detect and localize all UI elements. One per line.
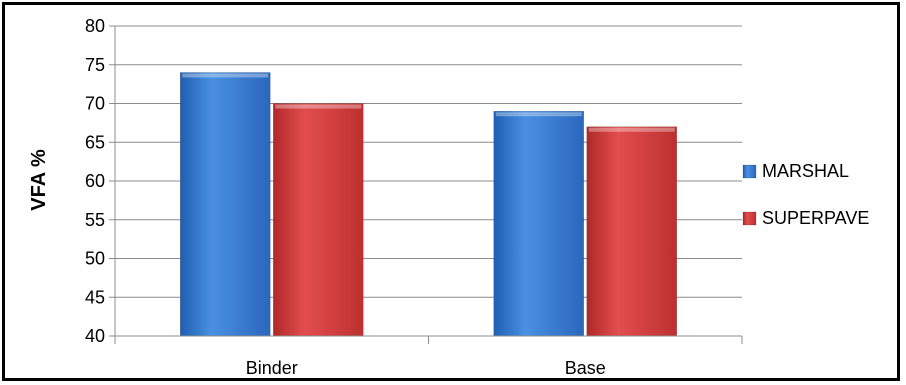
legend-label-superpave: SUPERPAVE: [762, 208, 869, 228]
y-axis-label: VFA %: [28, 149, 50, 211]
y-tick-label-65: 65: [85, 132, 105, 152]
y-tick-label-55: 55: [85, 210, 105, 230]
bar-highlight-marshal-base: [495, 112, 582, 117]
y-tick-label-80: 80: [85, 16, 105, 36]
y-tick-label-70: 70: [85, 94, 105, 114]
bar-marshal-binder: [180, 72, 271, 337]
y-tick-label-60: 60: [85, 171, 105, 191]
y-tick-label-50: 50: [85, 249, 105, 269]
bar-highlight-marshal-binder: [182, 73, 269, 78]
legend: MARSHAL SUPERPAVE: [742, 161, 869, 228]
x-tick-label-binder: Binder: [246, 358, 298, 378]
bar-highlight-superpave-base: [588, 127, 675, 132]
y-tick-label-45: 45: [85, 287, 105, 307]
bar-highlight-superpave-binder: [275, 104, 362, 109]
x-tick-label-base: Base: [565, 358, 606, 378]
bar-superpave-binder: [273, 103, 364, 337]
legend-swatch-superpave: [742, 211, 757, 226]
y-tick-label-75: 75: [85, 55, 105, 75]
bar-marshal-base: [493, 111, 584, 337]
legend-label-marshal: MARSHAL: [762, 161, 849, 181]
bar-superpave-base: [586, 126, 677, 337]
axes: 40 45 50 55 60 65 70 75 80 Binder Base: [85, 16, 743, 378]
y-tick-label-40: 40: [85, 326, 105, 346]
bars: [180, 72, 677, 337]
legend-swatch-marshal: [742, 164, 757, 179]
